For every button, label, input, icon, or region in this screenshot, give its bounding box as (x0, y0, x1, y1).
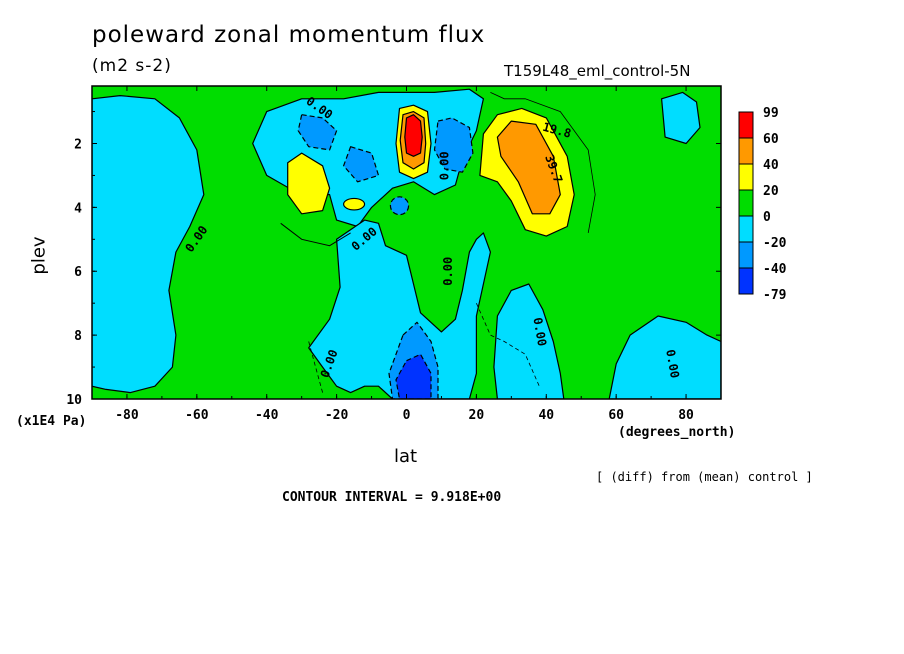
contour-interval: CONTOUR INTERVAL = 9.918E+00 (282, 490, 502, 505)
contour-label: 0.00 (530, 316, 549, 347)
y-tick-label: 2 (74, 137, 82, 152)
x-tick-label: -80 (115, 408, 139, 423)
colorbar-swatch (738, 267, 754, 295)
filled-contour-field (92, 86, 721, 399)
colorbar-swatch (738, 163, 754, 191)
x-tick-label: 20 (469, 408, 485, 423)
neg-region-south-polar (92, 95, 205, 394)
y-tick-label: 10 (66, 393, 82, 408)
x-axis-units: (degrees_north) (618, 425, 736, 440)
x-tick-label: 80 (678, 408, 694, 423)
pos-max-red (404, 114, 423, 157)
contour-label: 0.00 (663, 348, 682, 379)
x-tick-label: -60 (185, 408, 209, 423)
neg-region-small-core (389, 196, 410, 216)
y-axis-ticks: 2 4 6 8 10 (66, 111, 721, 408)
run-id-label: T159L48_eml_control-5N (504, 62, 691, 80)
neg-region-nh-mid (433, 117, 474, 173)
chart-units: (m2 s-2) (92, 56, 172, 76)
x-axis-label: lat (394, 446, 418, 467)
colorbar-label: -40 (763, 262, 787, 277)
colorbar: 99 60 40 20 0 -20 -40 -79 (738, 106, 787, 303)
colorbar-label: 60 (763, 132, 779, 147)
contour-line-a (280, 222, 351, 247)
neg-region-north-polar (608, 315, 721, 399)
contour-line-c (476, 303, 540, 387)
colorbar-label: 20 (763, 184, 779, 199)
contour-line-d (308, 341, 323, 393)
neg-region-sh-core (297, 114, 338, 151)
x-tick-label: -40 (255, 408, 279, 423)
x-tick-label: 0 (403, 408, 411, 423)
contour-label: 0.00 (441, 257, 455, 286)
x-tick-label: 60 (608, 408, 624, 423)
colorbar-swatch (738, 241, 754, 269)
x-axis-ticks: -80 -60 -40 -20 0 20 40 60 80 (91, 86, 722, 423)
neg-min-core (395, 353, 432, 399)
colorbar-swatch (738, 111, 754, 139)
diff-note: [ (diff) from (mean) control ] (596, 470, 813, 484)
colorbar-swatch (738, 215, 754, 243)
colorbar-label: 40 (763, 158, 779, 173)
chart-title: poleward zonal momentum flux (92, 22, 486, 48)
colorbar-label: 0 (763, 210, 771, 225)
neg-region-sh-mid (343, 146, 380, 183)
colorbar-swatch (738, 137, 754, 165)
colorbar-label: -20 (763, 236, 787, 251)
neg-region-central-column (308, 219, 491, 399)
colorbar-swatch (738, 189, 754, 217)
colorbar-label: -79 (763, 288, 786, 303)
neg-region-nh-subtropics (493, 283, 565, 399)
colorbar-label: 99 (763, 106, 779, 121)
y-axis-label: plev (28, 236, 50, 275)
contour-line-b (490, 92, 596, 233)
x-tick-label: -20 (325, 408, 349, 423)
contour-label: 0.00 (437, 151, 451, 180)
pos-region-sh-small (343, 197, 366, 211)
pos-region-nh-orange (496, 120, 561, 215)
y-tick-label: 4 (74, 201, 82, 216)
y-tick-label: 8 (74, 329, 82, 344)
neg-region-top-nh (661, 91, 701, 145)
x-tick-label: 40 (538, 408, 554, 423)
y-axis-units: (x1E4 Pa) (16, 414, 87, 429)
y-tick-label: 6 (74, 265, 82, 280)
pos-region-sh-yellow (287, 152, 331, 215)
